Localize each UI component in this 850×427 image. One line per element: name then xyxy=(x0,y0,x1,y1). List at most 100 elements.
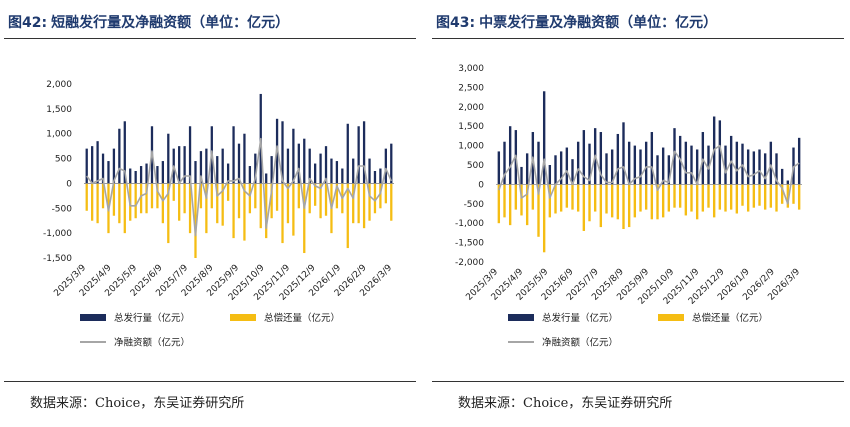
issuance-bar xyxy=(134,171,137,184)
repayment-bar xyxy=(362,183,366,229)
y-tick-label: -1,500 xyxy=(43,254,72,264)
issuance-bar xyxy=(167,133,170,184)
issuance-bar xyxy=(769,141,773,185)
y-tick-label: 0 xyxy=(478,180,484,190)
issuance-bar xyxy=(335,161,339,184)
repayment-bar xyxy=(537,184,540,237)
issuance-bar xyxy=(718,120,722,185)
issuance-bar xyxy=(156,166,159,184)
issuance-bar xyxy=(352,158,355,184)
repayment-bar xyxy=(673,184,676,208)
repayment-bar xyxy=(497,184,501,224)
issuance-bar xyxy=(656,155,659,185)
issuance-bar xyxy=(330,158,333,184)
issuance-bar xyxy=(701,132,705,185)
issuance-bar xyxy=(758,149,761,185)
issuance-bar xyxy=(661,147,665,185)
issuance-bar xyxy=(362,121,366,184)
issuance-bar xyxy=(599,132,603,185)
repayment-bar xyxy=(188,183,192,234)
repayment-bar xyxy=(752,184,756,208)
repayment-bar xyxy=(644,184,648,210)
issuance-bar xyxy=(254,153,257,184)
repayment-bar xyxy=(729,184,733,210)
repayment-bar xyxy=(101,183,105,209)
repayment-bar xyxy=(690,184,693,212)
issuance-bar xyxy=(237,143,241,184)
repayment-bar xyxy=(707,184,710,208)
issuance-bar xyxy=(221,148,224,184)
repayment-bar xyxy=(780,184,784,204)
repayment-bar xyxy=(548,184,552,218)
issuance-bar xyxy=(286,148,290,184)
issuance-bar xyxy=(265,173,268,184)
issuance-bar xyxy=(610,149,614,185)
repayment-bar xyxy=(237,183,241,219)
issuance-bar xyxy=(112,148,116,184)
issuance-bar xyxy=(368,158,371,184)
issuance-bar xyxy=(605,153,608,185)
issuance-bar xyxy=(559,151,563,185)
repayment-bar xyxy=(605,184,608,214)
repayment-bar xyxy=(297,183,300,209)
issuance-bar xyxy=(232,126,235,184)
repayment-bar xyxy=(112,183,116,216)
issuance-bar xyxy=(379,168,382,184)
top-rule xyxy=(4,38,416,39)
source-note: 数据来源：Choice，东吴证券研究所 xyxy=(30,396,245,411)
repayment-bar xyxy=(678,184,682,208)
repayment-bar xyxy=(308,183,311,214)
issuance-bar xyxy=(684,141,688,185)
repayment-bar xyxy=(735,184,739,214)
issuance-bar xyxy=(384,148,387,184)
issuance-bar xyxy=(554,155,557,185)
issuance-bar xyxy=(324,146,328,184)
legend-net-label: 净融资额（亿元） xyxy=(542,337,618,349)
issuance-bar xyxy=(576,141,580,185)
issuance-bar xyxy=(297,143,300,184)
issuance-bar xyxy=(390,143,393,184)
issuance-bar xyxy=(763,153,767,185)
chart-panel-short-term: 图42: 短融发行量及净融资额（单位：亿元） -1,500 -1,000 -500 0 5… xyxy=(4,0,416,427)
repayment-bar xyxy=(684,184,688,216)
issuance-bar xyxy=(571,159,574,185)
y-tick-label: 2,000 xyxy=(458,103,484,113)
repayment-bar xyxy=(313,183,317,206)
repayment-bar xyxy=(368,183,371,221)
y-tick-label: -500 xyxy=(52,204,73,214)
repayment-bar xyxy=(178,183,181,221)
legend-issuance-label: 总发行量（亿元） xyxy=(542,312,618,324)
issuance-bar xyxy=(650,132,654,185)
issuance-bar xyxy=(205,148,208,184)
legend-net-label: 净融资额（亿元） xyxy=(114,337,190,349)
issuance-bar xyxy=(292,128,295,184)
repayment-bar xyxy=(616,184,620,220)
repayment-bar xyxy=(542,184,546,253)
issuance-bar xyxy=(346,123,349,184)
issuance-bar xyxy=(303,138,306,184)
repayment-bar xyxy=(769,184,773,208)
issuance-bar xyxy=(746,149,750,185)
issuance-bar xyxy=(741,143,744,185)
repayment-bar xyxy=(118,183,121,224)
issuance-bar xyxy=(503,141,506,185)
repayment-bar xyxy=(576,184,580,212)
repayment-bar xyxy=(243,183,246,241)
issuance-bar xyxy=(520,166,523,185)
issuance-bar xyxy=(145,163,148,184)
repayment-bar xyxy=(85,183,88,211)
repayment-bar xyxy=(712,184,716,218)
repayment-bar xyxy=(123,183,126,234)
repayment-bar xyxy=(746,184,750,212)
repayment-bar xyxy=(150,183,154,209)
repayment-bar xyxy=(695,184,699,220)
repayment-bar xyxy=(571,184,574,210)
repayment-bar xyxy=(254,183,257,209)
issuance-bar xyxy=(281,121,284,184)
repayment-bar xyxy=(335,183,339,209)
repayment-bar xyxy=(259,183,262,229)
legend-repayment-label: 总偿还量（亿元） xyxy=(264,312,340,324)
repayment-bar xyxy=(622,184,625,230)
issuance-bar xyxy=(644,141,648,185)
legend-issuance-label: 总发行量（亿元） xyxy=(114,312,190,324)
